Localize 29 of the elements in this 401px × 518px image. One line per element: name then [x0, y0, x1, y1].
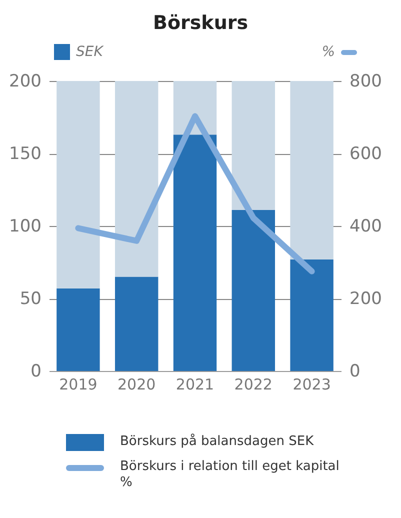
bar: [290, 81, 334, 260]
legend-label: Börskurs på balansdagen SEK: [120, 434, 315, 450]
bar: [56, 81, 100, 288]
x-tick-label: 2021: [176, 376, 214, 394]
bar: [232, 81, 276, 210]
y-tick-label: 0: [30, 362, 42, 382]
y2-tick-label: 0: [350, 362, 360, 382]
bar: [56, 288, 100, 371]
x-tick-label: 2019: [59, 376, 98, 394]
y-axis-title: SEK: [76, 44, 103, 60]
bar: [173, 134, 217, 371]
y-tick-label: 100: [9, 216, 42, 236]
y2-tick-label: 400: [350, 216, 382, 236]
x-tick-label: 2023: [292, 376, 331, 394]
y2-tick-label: 200: [350, 289, 382, 309]
y-tick-label: 200: [9, 72, 42, 92]
x-tick-label: 2022: [234, 376, 272, 394]
x-tick-label: 2020: [118, 376, 156, 394]
bar: [114, 276, 158, 371]
bar: [232, 210, 276, 371]
legend-label: Börskurs i relation till eget kapital %: [120, 459, 340, 491]
y-tick-label: 150: [9, 144, 42, 164]
y2-tick-label: 800: [350, 72, 382, 92]
y-tick-label: 50: [20, 289, 42, 309]
bar: [114, 81, 158, 277]
bar: [290, 259, 334, 371]
y2-tick-label: 600: [350, 144, 382, 164]
y2-axis-title: %: [322, 44, 335, 60]
chart-title: Börskurs: [152, 11, 250, 36]
